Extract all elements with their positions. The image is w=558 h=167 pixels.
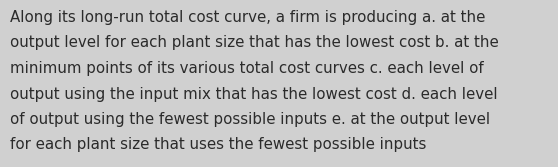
Text: output level for each plant size that has the lowest cost b. at the: output level for each plant size that ha… — [10, 36, 499, 50]
Text: minimum points of its various total cost curves c. each level of: minimum points of its various total cost… — [10, 61, 484, 76]
Text: Along its long-run total cost curve, a firm is producing a. at the: Along its long-run total cost curve, a f… — [10, 10, 485, 25]
Text: of output using the fewest possible inputs e. at the output level: of output using the fewest possible inpu… — [10, 112, 490, 127]
Text: output using the input mix that has the lowest cost d. each level: output using the input mix that has the … — [10, 87, 498, 102]
Text: for each plant size that uses the fewest possible inputs: for each plant size that uses the fewest… — [10, 137, 426, 152]
